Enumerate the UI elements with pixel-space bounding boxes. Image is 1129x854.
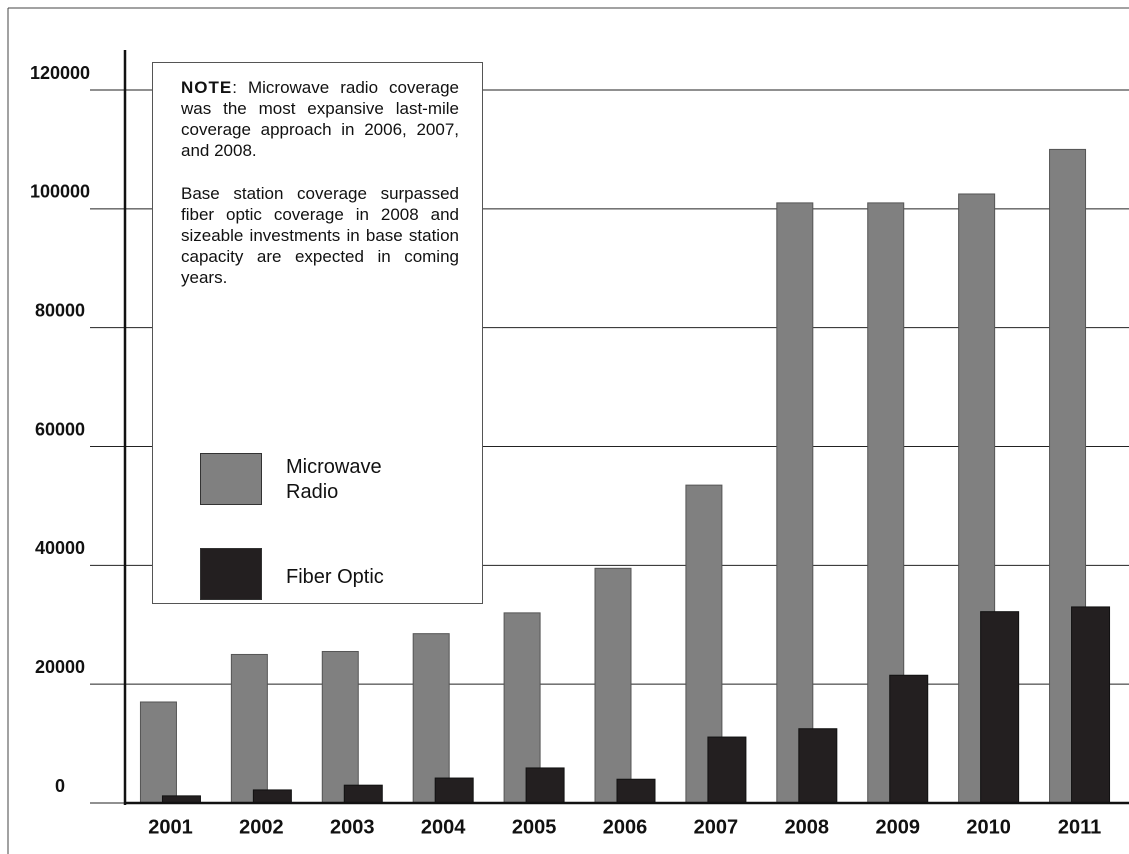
- x-tick-label: 2006: [603, 816, 648, 838]
- bar: [798, 728, 838, 804]
- legend-label: Microwave Radio: [286, 456, 382, 503]
- bar: [230, 653, 268, 804]
- y-tick-label: 80000: [35, 300, 85, 320]
- y-tick-label: 120000: [30, 63, 90, 83]
- bar: [321, 650, 359, 804]
- x-tick-label: 2001: [148, 816, 193, 838]
- note-text: NOTE: Microwave radio coverage was the m…: [181, 77, 459, 310]
- bar: [980, 611, 1020, 804]
- x-tick-label: 2009: [875, 816, 920, 838]
- bar: [776, 202, 814, 804]
- note-title: NOTE: [181, 78, 233, 97]
- bar: [889, 674, 929, 804]
- x-tick-label: 2007: [694, 816, 739, 838]
- bar: [616, 778, 656, 804]
- y-tick-label: 60000: [35, 419, 85, 439]
- y-tick-label: 40000: [35, 538, 85, 558]
- bars: [139, 148, 1111, 804]
- bar: [707, 736, 747, 804]
- x-tick-label: 2005: [512, 816, 557, 838]
- bar: [139, 701, 177, 804]
- y-tick-label: 20000: [35, 657, 85, 677]
- x-tick-label: 2004: [421, 816, 466, 838]
- legend-label: Fiber Optic: [286, 566, 384, 588]
- bar: [525, 767, 565, 804]
- legend-swatch: [200, 453, 262, 505]
- x-tick-label: 2011: [1058, 816, 1101, 838]
- x-tick-label: 2002: [239, 816, 284, 838]
- bar: [412, 633, 450, 804]
- y-tick-label: 0: [55, 776, 65, 796]
- bar: [434, 777, 474, 804]
- note-body: : Microwave radio coverage was the most …: [181, 78, 459, 160]
- legend-swatch: [200, 548, 262, 600]
- note-paragraph: Base station coverage surpassed fiber op…: [181, 184, 459, 287]
- note-paragraph: NOTE: Microwave radio coverage was the m…: [181, 77, 459, 161]
- x-tick-label: 2003: [330, 816, 375, 838]
- bar: [252, 789, 292, 804]
- note-box: NOTE: Microwave radio coverage was the m…: [152, 62, 483, 604]
- x-tick-label: 2008: [785, 816, 830, 838]
- bar: [594, 567, 632, 804]
- x-tick-label: 2010: [966, 816, 1011, 838]
- bar: [343, 784, 383, 804]
- bar: [1071, 606, 1111, 804]
- y-tick-label: 100000: [30, 182, 90, 202]
